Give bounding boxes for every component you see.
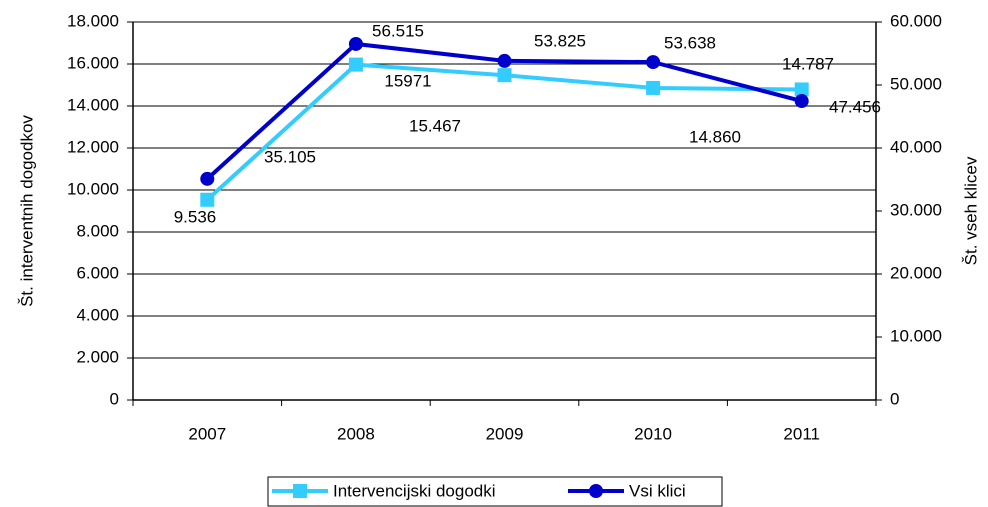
- x-tick-label: 2010: [634, 424, 672, 443]
- point: [497, 68, 512, 83]
- y-tick-label: 16.000: [67, 53, 119, 72]
- x-tick-label: 2008: [337, 424, 375, 443]
- x-tick-label: 2007: [188, 424, 226, 443]
- y2-tick-label: 40.000: [890, 137, 942, 156]
- y-tick-label: 14.000: [67, 95, 119, 114]
- y2-tick-label: 20.000: [890, 263, 942, 282]
- data-label: 56.515: [372, 21, 424, 40]
- y2-tick-label: 30.000: [890, 200, 942, 219]
- data-label: 47.456: [829, 97, 881, 116]
- legend-marker: [293, 484, 307, 498]
- y-tick-label: 10.000: [67, 179, 119, 198]
- data-label: 15971: [384, 71, 431, 90]
- legend-label: Intervencijski dogodki: [333, 481, 496, 500]
- y2-tick-label: 60.000: [890, 11, 942, 30]
- data-label: 35.105: [264, 147, 316, 166]
- y-tick-label: 18.000: [67, 11, 119, 30]
- point: [348, 36, 363, 51]
- point: [794, 82, 809, 97]
- data-label: 53.825: [534, 31, 586, 50]
- point: [497, 53, 512, 68]
- y-axis-label: Št. interventnih dogodkov: [17, 115, 36, 307]
- y2-axis-label: Št. vseh klicev: [961, 156, 980, 265]
- data-label: 14.787: [782, 54, 834, 73]
- y-tick-label: 4.000: [76, 305, 119, 324]
- y2-tick-label: 50.000: [890, 74, 942, 93]
- point: [200, 192, 215, 207]
- point: [200, 171, 215, 186]
- y-tick-label: 6.000: [76, 263, 119, 282]
- legend-box: [267, 476, 723, 507]
- point: [646, 55, 661, 70]
- point: [794, 94, 809, 109]
- point: [646, 80, 661, 95]
- data-label: 15.467: [409, 116, 461, 135]
- y2-tick-label: 10.000: [890, 326, 942, 345]
- x-tick-label: 2011: [783, 424, 820, 443]
- legend-marker: [589, 484, 603, 498]
- point: [348, 57, 363, 72]
- data-label: 53.638: [664, 33, 716, 52]
- y-tick-label: 12.000: [67, 137, 119, 156]
- data-label: 9.536: [174, 207, 217, 226]
- x-tick-label: 2009: [486, 424, 524, 443]
- y-tick-label: 2.000: [76, 347, 119, 366]
- data-label: 14.860: [689, 127, 741, 146]
- y-tick-label: 8.000: [76, 221, 119, 240]
- legend-label: Vsi klici: [629, 481, 686, 500]
- y-tick-label: 0: [110, 389, 119, 408]
- y2-tick-label: 0: [890, 389, 899, 408]
